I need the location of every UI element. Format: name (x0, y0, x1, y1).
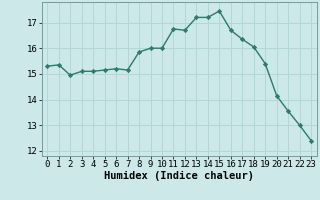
X-axis label: Humidex (Indice chaleur): Humidex (Indice chaleur) (104, 171, 254, 181)
